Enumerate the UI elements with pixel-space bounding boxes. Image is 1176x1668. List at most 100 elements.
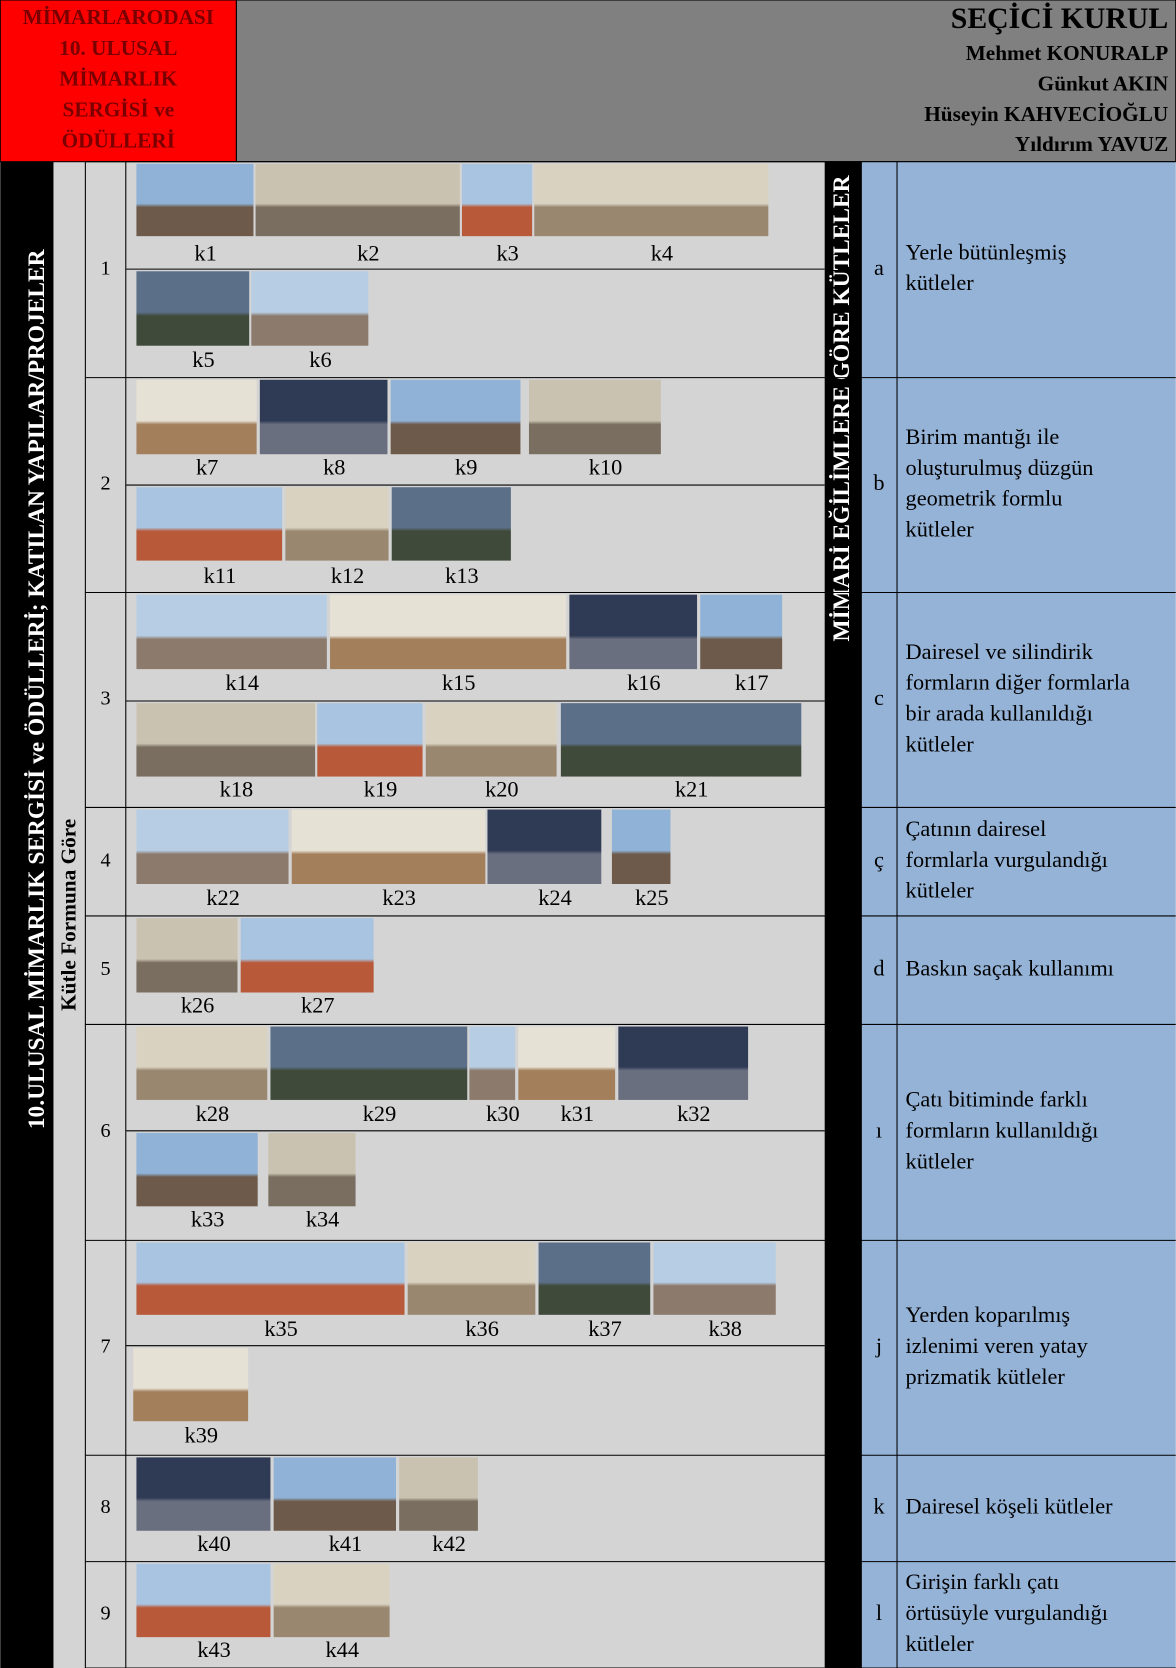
photo-label: k23: [382, 885, 416, 910]
photo: [136, 1026, 268, 1100]
org-line: ÖDÜLLERİ: [62, 128, 175, 152]
row-letter: a: [874, 255, 884, 280]
photo-label: k10: [589, 454, 622, 479]
row-description: formların diğer formlarla: [906, 670, 1131, 695]
photo: [136, 379, 257, 455]
photo: [136, 1242, 405, 1315]
photo-label: k18: [220, 777, 254, 802]
row-description: oluşturulmuş düzgün: [906, 455, 1094, 480]
row-letter: ı: [876, 1118, 882, 1143]
photo-label: k32: [677, 1101, 710, 1126]
photo: [240, 918, 374, 993]
row-letter: c: [874, 685, 884, 710]
photo-label: k7: [196, 454, 218, 479]
photo-label: k21: [675, 777, 708, 802]
photo-label: k17: [735, 670, 768, 695]
row-description: bir arada kullanıldığı: [906, 701, 1093, 726]
photo: [273, 1457, 396, 1531]
group-label: Kütle Formuna Göre: [56, 819, 80, 1011]
photo: [569, 594, 698, 670]
jury-title: SEÇİCİ KURUL: [951, 2, 1169, 35]
photo-label: k16: [627, 670, 661, 695]
row-number: 6: [101, 1120, 111, 1142]
photo-label: k42: [432, 1531, 466, 1556]
row-number: 1: [101, 257, 111, 279]
photo: [700, 594, 783, 670]
photo: [407, 1242, 536, 1315]
photo: [534, 163, 769, 237]
row-description: örtüsüyle vurgulandığı: [906, 1600, 1108, 1625]
photo-label: k39: [185, 1422, 219, 1447]
photo-label: k4: [651, 240, 673, 265]
photo-label: k41: [329, 1531, 363, 1556]
photo: [136, 1563, 271, 1638]
row-letter: k: [873, 1494, 885, 1519]
row-description: Dairesel ve silindirik: [906, 639, 1094, 664]
side-title: 10.ULUSAL MİMARLIK SERGİSİ ve ÖDÜLLERİ; …: [24, 248, 50, 1129]
photo-label: k33: [191, 1206, 225, 1231]
photo-label: k11: [204, 563, 237, 588]
row-description: Girişin farklı çatı: [906, 1569, 1060, 1594]
photo-label: k38: [708, 1316, 742, 1341]
photo: [538, 1242, 651, 1315]
photo: [469, 1026, 516, 1100]
row-description: formlarla vurgulandığı: [906, 847, 1108, 872]
desc-bg: [861, 161, 1176, 1668]
photo: [425, 703, 557, 777]
photo: [136, 918, 238, 993]
jury-member: Hüseyin KAHVECİOĞLU: [924, 102, 1168, 126]
photo-label: k1: [194, 240, 216, 265]
jury-member: Mehmet KONURALP: [966, 41, 1169, 65]
photo-label: k20: [485, 777, 518, 802]
row-description: izlenimi veren yatay: [906, 1333, 1089, 1358]
photo: [560, 703, 802, 777]
jury-member: Yıldırım YAVUZ: [1015, 132, 1168, 156]
photo: [611, 809, 671, 884]
photo-label: k30: [486, 1101, 519, 1126]
photo-label: k26: [181, 993, 215, 1018]
photo: [653, 1242, 776, 1315]
photo: [528, 379, 661, 455]
row-number: 7: [101, 1335, 111, 1357]
photo: [255, 163, 460, 237]
photo-label: k40: [197, 1531, 231, 1556]
photo: [136, 271, 250, 346]
row-number: 8: [101, 1496, 111, 1518]
photo: [136, 809, 289, 884]
photo-label: k19: [364, 777, 398, 802]
row-letter: ç: [874, 847, 884, 872]
photo: [461, 163, 533, 237]
photo-label: k27: [301, 993, 335, 1018]
photo-label: k36: [465, 1316, 499, 1341]
photo: [136, 487, 283, 561]
photo: [487, 809, 602, 884]
photo: [251, 271, 369, 346]
side-strip: [0, 161, 54, 1668]
photo: [133, 1347, 249, 1422]
photo-label: k44: [326, 1637, 360, 1662]
grid: [84, 161, 898, 1668]
photo: [330, 594, 567, 670]
photo: [270, 1026, 468, 1100]
photo-label: k43: [197, 1637, 231, 1662]
row-description: Çatı bitiminde farklı: [906, 1087, 1088, 1112]
org-line: SERGİSİ ve: [62, 98, 174, 122]
row-description: kütleler: [906, 1148, 975, 1173]
row-description: kütleler: [906, 516, 975, 541]
photo: [268, 1132, 356, 1207]
row-letter: j: [875, 1333, 882, 1358]
photo-label: k13: [445, 563, 479, 588]
photo-label: k14: [226, 670, 259, 695]
photo-label: k12: [331, 563, 365, 588]
jury-box: [235, 0, 1176, 163]
row-description: kütleler: [906, 731, 975, 756]
photo: [390, 379, 521, 455]
photo-label: k31: [561, 1101, 595, 1126]
photo-label: k35: [264, 1316, 298, 1341]
row-letter: d: [873, 955, 884, 980]
row-description: Baskın saçak kullanımı: [906, 955, 1114, 980]
photo-label: k29: [363, 1101, 397, 1126]
row-description: Birim mantığı ile: [906, 424, 1060, 449]
photo-label: k37: [588, 1316, 621, 1341]
